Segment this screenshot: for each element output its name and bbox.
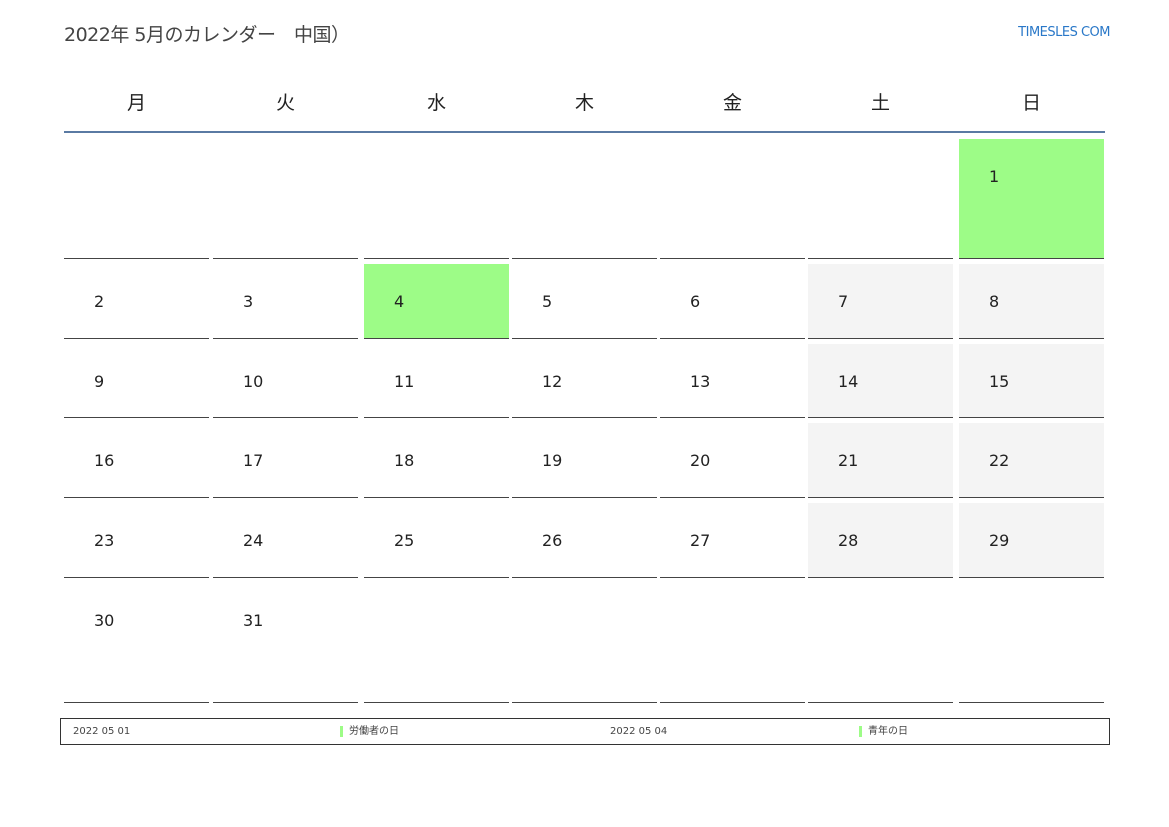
day-cell[interactable]: 24 xyxy=(213,503,358,578)
day-number: 20 xyxy=(690,451,711,470)
day-number: 16 xyxy=(94,451,115,470)
site-logo[interactable]: TIMESLES COM xyxy=(1018,25,1110,40)
day-cell[interactable]: 6 xyxy=(660,264,805,339)
day-cell[interactable]: 22 xyxy=(959,423,1104,498)
day-cell[interactable]: 29 xyxy=(959,503,1104,578)
holiday-date: 2022 05 04 xyxy=(610,726,668,737)
day-number: 11 xyxy=(394,372,415,391)
day-number: 4 xyxy=(394,292,405,311)
day-cell[interactable]: 18 xyxy=(364,423,509,498)
day-number: 12 xyxy=(542,372,563,391)
day-number: 7 xyxy=(838,292,849,311)
day-number: 23 xyxy=(94,531,115,550)
day-cell[interactable]: 3 xyxy=(213,264,358,339)
holiday-legend: 2022 05 01 労働者の日 2022 05 04 青年の日 xyxy=(60,718,1110,745)
holiday-date: 2022 05 01 xyxy=(73,726,131,737)
day-cell[interactable]: 23 xyxy=(64,503,209,578)
weekday-header: 土 xyxy=(870,92,890,114)
day-cell[interactable]: 7 xyxy=(808,264,953,339)
day-number: 26 xyxy=(542,531,563,550)
day-number: 29 xyxy=(989,531,1010,550)
holiday-name: 労働者の日 xyxy=(340,726,399,737)
empty-day-cell xyxy=(660,139,805,259)
day-cell[interactable]: 21 xyxy=(808,423,953,498)
empty-day-cell xyxy=(808,139,953,259)
weekday-header: 木 xyxy=(574,92,594,114)
day-number: 24 xyxy=(243,531,264,550)
empty-day-cell xyxy=(808,583,953,703)
page-title: 2022年 5月のカレンダー 中国） xyxy=(64,24,350,46)
weekday-header: 金 xyxy=(722,92,742,114)
day-cell[interactable]: 5 xyxy=(512,264,657,339)
day-cell[interactable]: 15 xyxy=(959,344,1104,418)
day-number: 31 xyxy=(243,611,264,630)
weekday-header: 日 xyxy=(1021,92,1041,114)
day-number: 30 xyxy=(94,611,115,630)
day-number: 22 xyxy=(989,451,1010,470)
day-cell[interactable]: 12 xyxy=(512,344,657,418)
day-cell[interactable]: 16 xyxy=(64,423,209,498)
day-number: 6 xyxy=(690,292,701,311)
holiday-name: 青年の日 xyxy=(859,726,908,737)
day-number: 18 xyxy=(394,451,415,470)
day-cell[interactable]: 19 xyxy=(512,423,657,498)
day-number: 10 xyxy=(243,372,264,391)
empty-day-cell xyxy=(364,139,509,259)
header-divider xyxy=(64,131,1105,133)
day-number: 8 xyxy=(989,292,1000,311)
day-number: 13 xyxy=(690,372,711,391)
empty-day-cell xyxy=(213,139,358,259)
day-cell[interactable]: 10 xyxy=(213,344,358,418)
weekday-header: 月 xyxy=(126,92,146,114)
day-number: 28 xyxy=(838,531,859,550)
day-number: 1 xyxy=(989,167,1000,186)
weekday-header: 水 xyxy=(426,92,446,114)
day-number: 17 xyxy=(243,451,264,470)
empty-day-cell xyxy=(364,583,509,703)
day-cell[interactable]: 28 xyxy=(808,503,953,578)
day-cell[interactable]: 1 xyxy=(959,139,1104,259)
day-number: 9 xyxy=(94,372,105,391)
day-cell[interactable]: 17 xyxy=(213,423,358,498)
day-number: 5 xyxy=(542,292,553,311)
day-cell[interactable]: 26 xyxy=(512,503,657,578)
weekday-header: 火 xyxy=(275,92,295,114)
day-number: 2 xyxy=(94,292,105,311)
empty-day-cell xyxy=(512,583,657,703)
day-cell[interactable]: 4 xyxy=(364,264,509,339)
day-cell[interactable]: 2 xyxy=(64,264,209,339)
day-cell[interactable]: 25 xyxy=(364,503,509,578)
empty-day-cell xyxy=(660,583,805,703)
day-number: 14 xyxy=(838,372,859,391)
day-cell[interactable]: 27 xyxy=(660,503,805,578)
day-cell[interactable]: 20 xyxy=(660,423,805,498)
empty-day-cell xyxy=(959,583,1104,703)
day-cell[interactable]: 14 xyxy=(808,344,953,418)
empty-day-cell xyxy=(512,139,657,259)
day-cell[interactable]: 31 xyxy=(213,583,358,703)
day-cell[interactable]: 8 xyxy=(959,264,1104,339)
day-number: 21 xyxy=(838,451,859,470)
day-number: 25 xyxy=(394,531,415,550)
day-cell[interactable]: 11 xyxy=(364,344,509,418)
day-number: 15 xyxy=(989,372,1010,391)
day-number: 27 xyxy=(690,531,711,550)
day-number: 19 xyxy=(542,451,563,470)
empty-day-cell xyxy=(64,139,209,259)
day-cell[interactable]: 9 xyxy=(64,344,209,418)
day-number: 3 xyxy=(243,292,254,311)
day-cell[interactable]: 13 xyxy=(660,344,805,418)
day-cell[interactable]: 30 xyxy=(64,583,209,703)
